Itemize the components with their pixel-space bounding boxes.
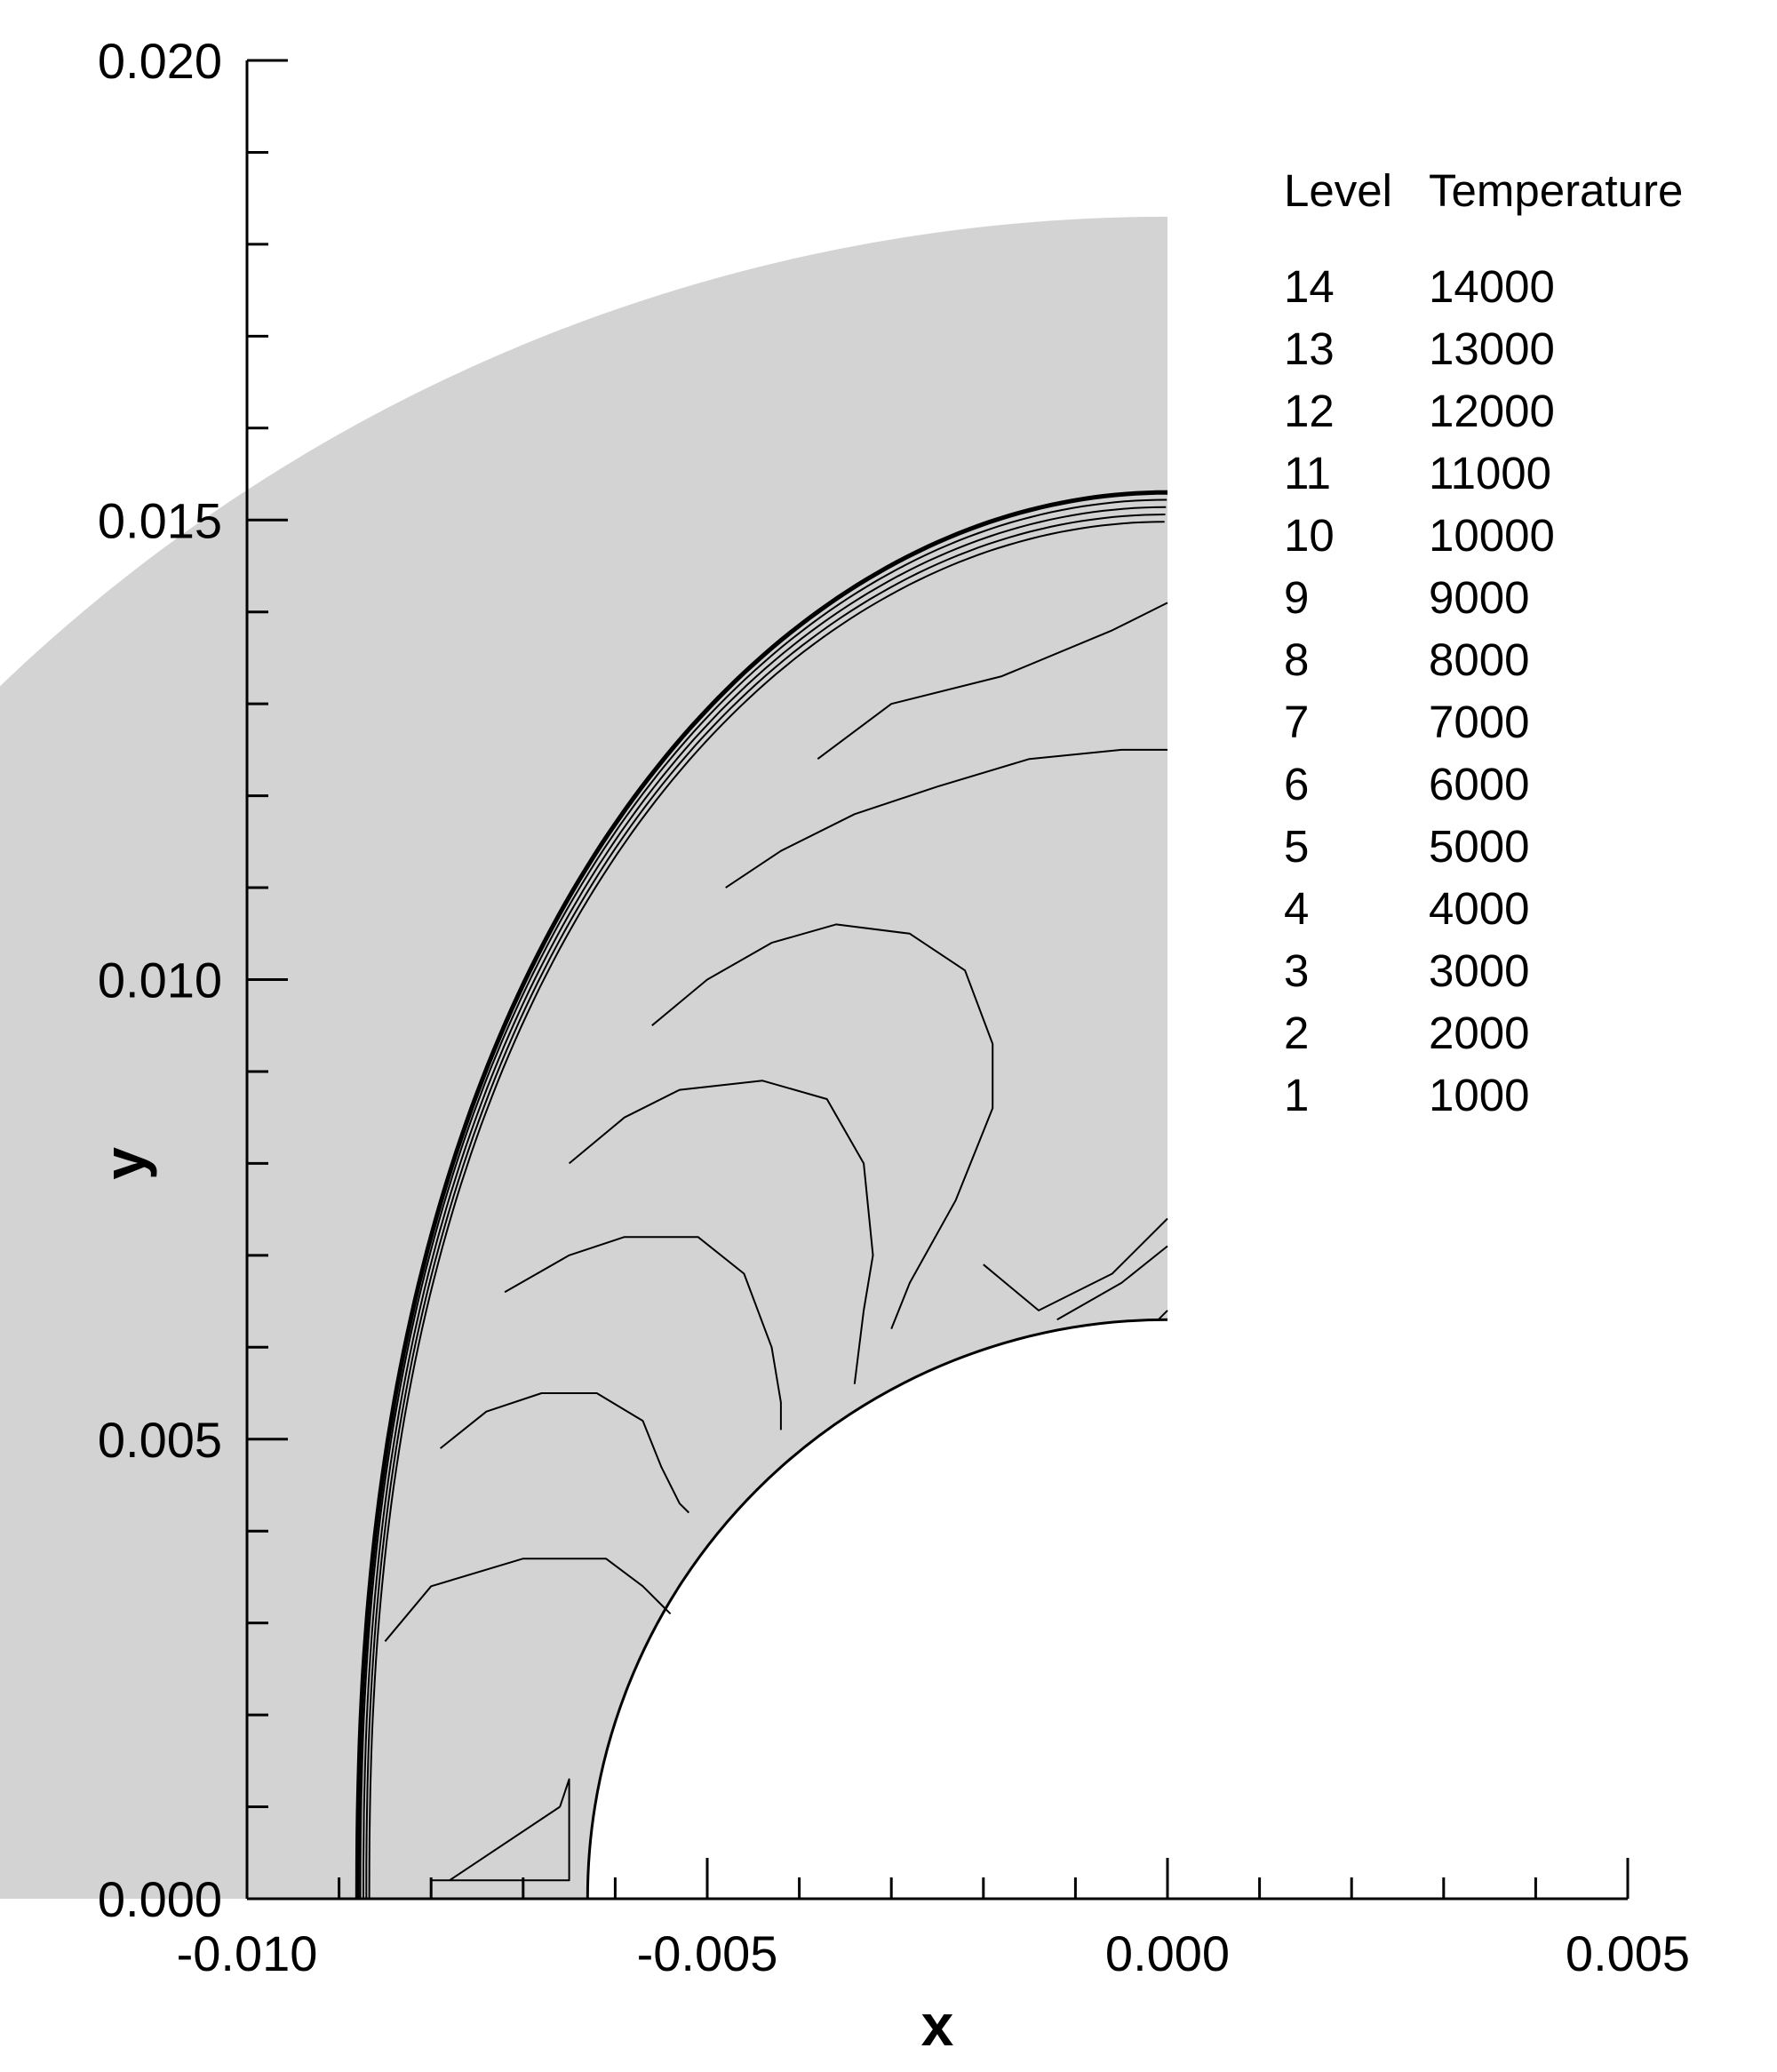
legend-temperature: 14000 [1429, 261, 1555, 312]
y-tick-label: 0.000 [98, 1871, 222, 1927]
y-axis-title: y [92, 1147, 157, 1180]
legend-temperature: 6000 [1429, 759, 1529, 809]
contour-line [439, 1392, 690, 1514]
legend-level: 5 [1284, 821, 1309, 872]
y-tick-label: 0.020 [98, 33, 222, 89]
legend-temperature: 8000 [1429, 634, 1529, 685]
legend-temperature: 9000 [1429, 572, 1529, 623]
x-tick-label: -0.010 [177, 1925, 318, 1981]
legend-header-temperature: Temperature [1429, 165, 1683, 216]
x-tick-label: -0.005 [637, 1925, 778, 1981]
contour-line [568, 1080, 874, 1384]
legend-temperature: 4000 [1429, 883, 1529, 934]
contour-line [1157, 1310, 1168, 1321]
legend-level: 2 [1284, 1008, 1309, 1058]
legend-temperature: 5000 [1429, 821, 1529, 872]
y-tick-label: 0.010 [98, 952, 222, 1008]
legend-level: 8 [1284, 634, 1309, 685]
shock-contour-line [365, 514, 1166, 1899]
contour-line [817, 602, 1168, 761]
legend-temperature: 1000 [1429, 1070, 1529, 1120]
legend-level: 4 [1284, 883, 1309, 934]
contour-line [384, 1558, 672, 1642]
contour-line [1056, 1245, 1168, 1321]
shock-contour-line [359, 498, 1167, 1900]
y-tick-label: 0.005 [98, 1412, 222, 1468]
contour-line [651, 923, 994, 1329]
x-axis-title: x [921, 1992, 954, 2058]
y-tick-label: 0.015 [98, 492, 222, 548]
legend-temperature: 11000 [1429, 448, 1551, 498]
legend-temperature: 10000 [1429, 510, 1555, 561]
contour-line [430, 1778, 570, 1882]
legend-level: 13 [1284, 323, 1335, 374]
flow-domain [0, 216, 1167, 1899]
legend-level: 11 [1284, 448, 1331, 498]
x-tick-label: 0.005 [1566, 1925, 1690, 1981]
shock-contour-line [355, 490, 1168, 1900]
shock-contour-line [368, 521, 1165, 1900]
temperature-field [0, 216, 1168, 1900]
legend-temperature: 12000 [1429, 386, 1555, 436]
legend-temperature: 13000 [1429, 323, 1555, 374]
x-tick-label: 0.000 [1105, 1925, 1230, 1981]
contour-line [725, 748, 1167, 889]
legend-level: 1 [1284, 1070, 1309, 1120]
legend-level: 12 [1284, 386, 1335, 436]
legend-level: 6 [1284, 759, 1309, 809]
legend-temperature: 2000 [1429, 1008, 1529, 1058]
legend-temperature: 3000 [1429, 945, 1529, 996]
legend-level: 3 [1284, 945, 1309, 996]
legend-level: 9 [1284, 572, 1309, 623]
axes: 0.000 0.005 0.010 0.015 0.020 -0.010 -0.005 0.0… [98, 33, 1690, 1981]
legend-level: 7 [1284, 697, 1309, 747]
legend-header-level: Level [1284, 165, 1392, 216]
shock-contour-line [363, 506, 1167, 1899]
legend-level: 10 [1284, 510, 1335, 561]
legend-level: 14 [1284, 261, 1335, 312]
contour-line [983, 1217, 1168, 1311]
temperature-contours [355, 490, 1168, 1900]
legend-temperature: 7000 [1429, 697, 1529, 747]
body-surface [586, 1318, 1168, 1900]
contour-line [504, 1236, 782, 1430]
